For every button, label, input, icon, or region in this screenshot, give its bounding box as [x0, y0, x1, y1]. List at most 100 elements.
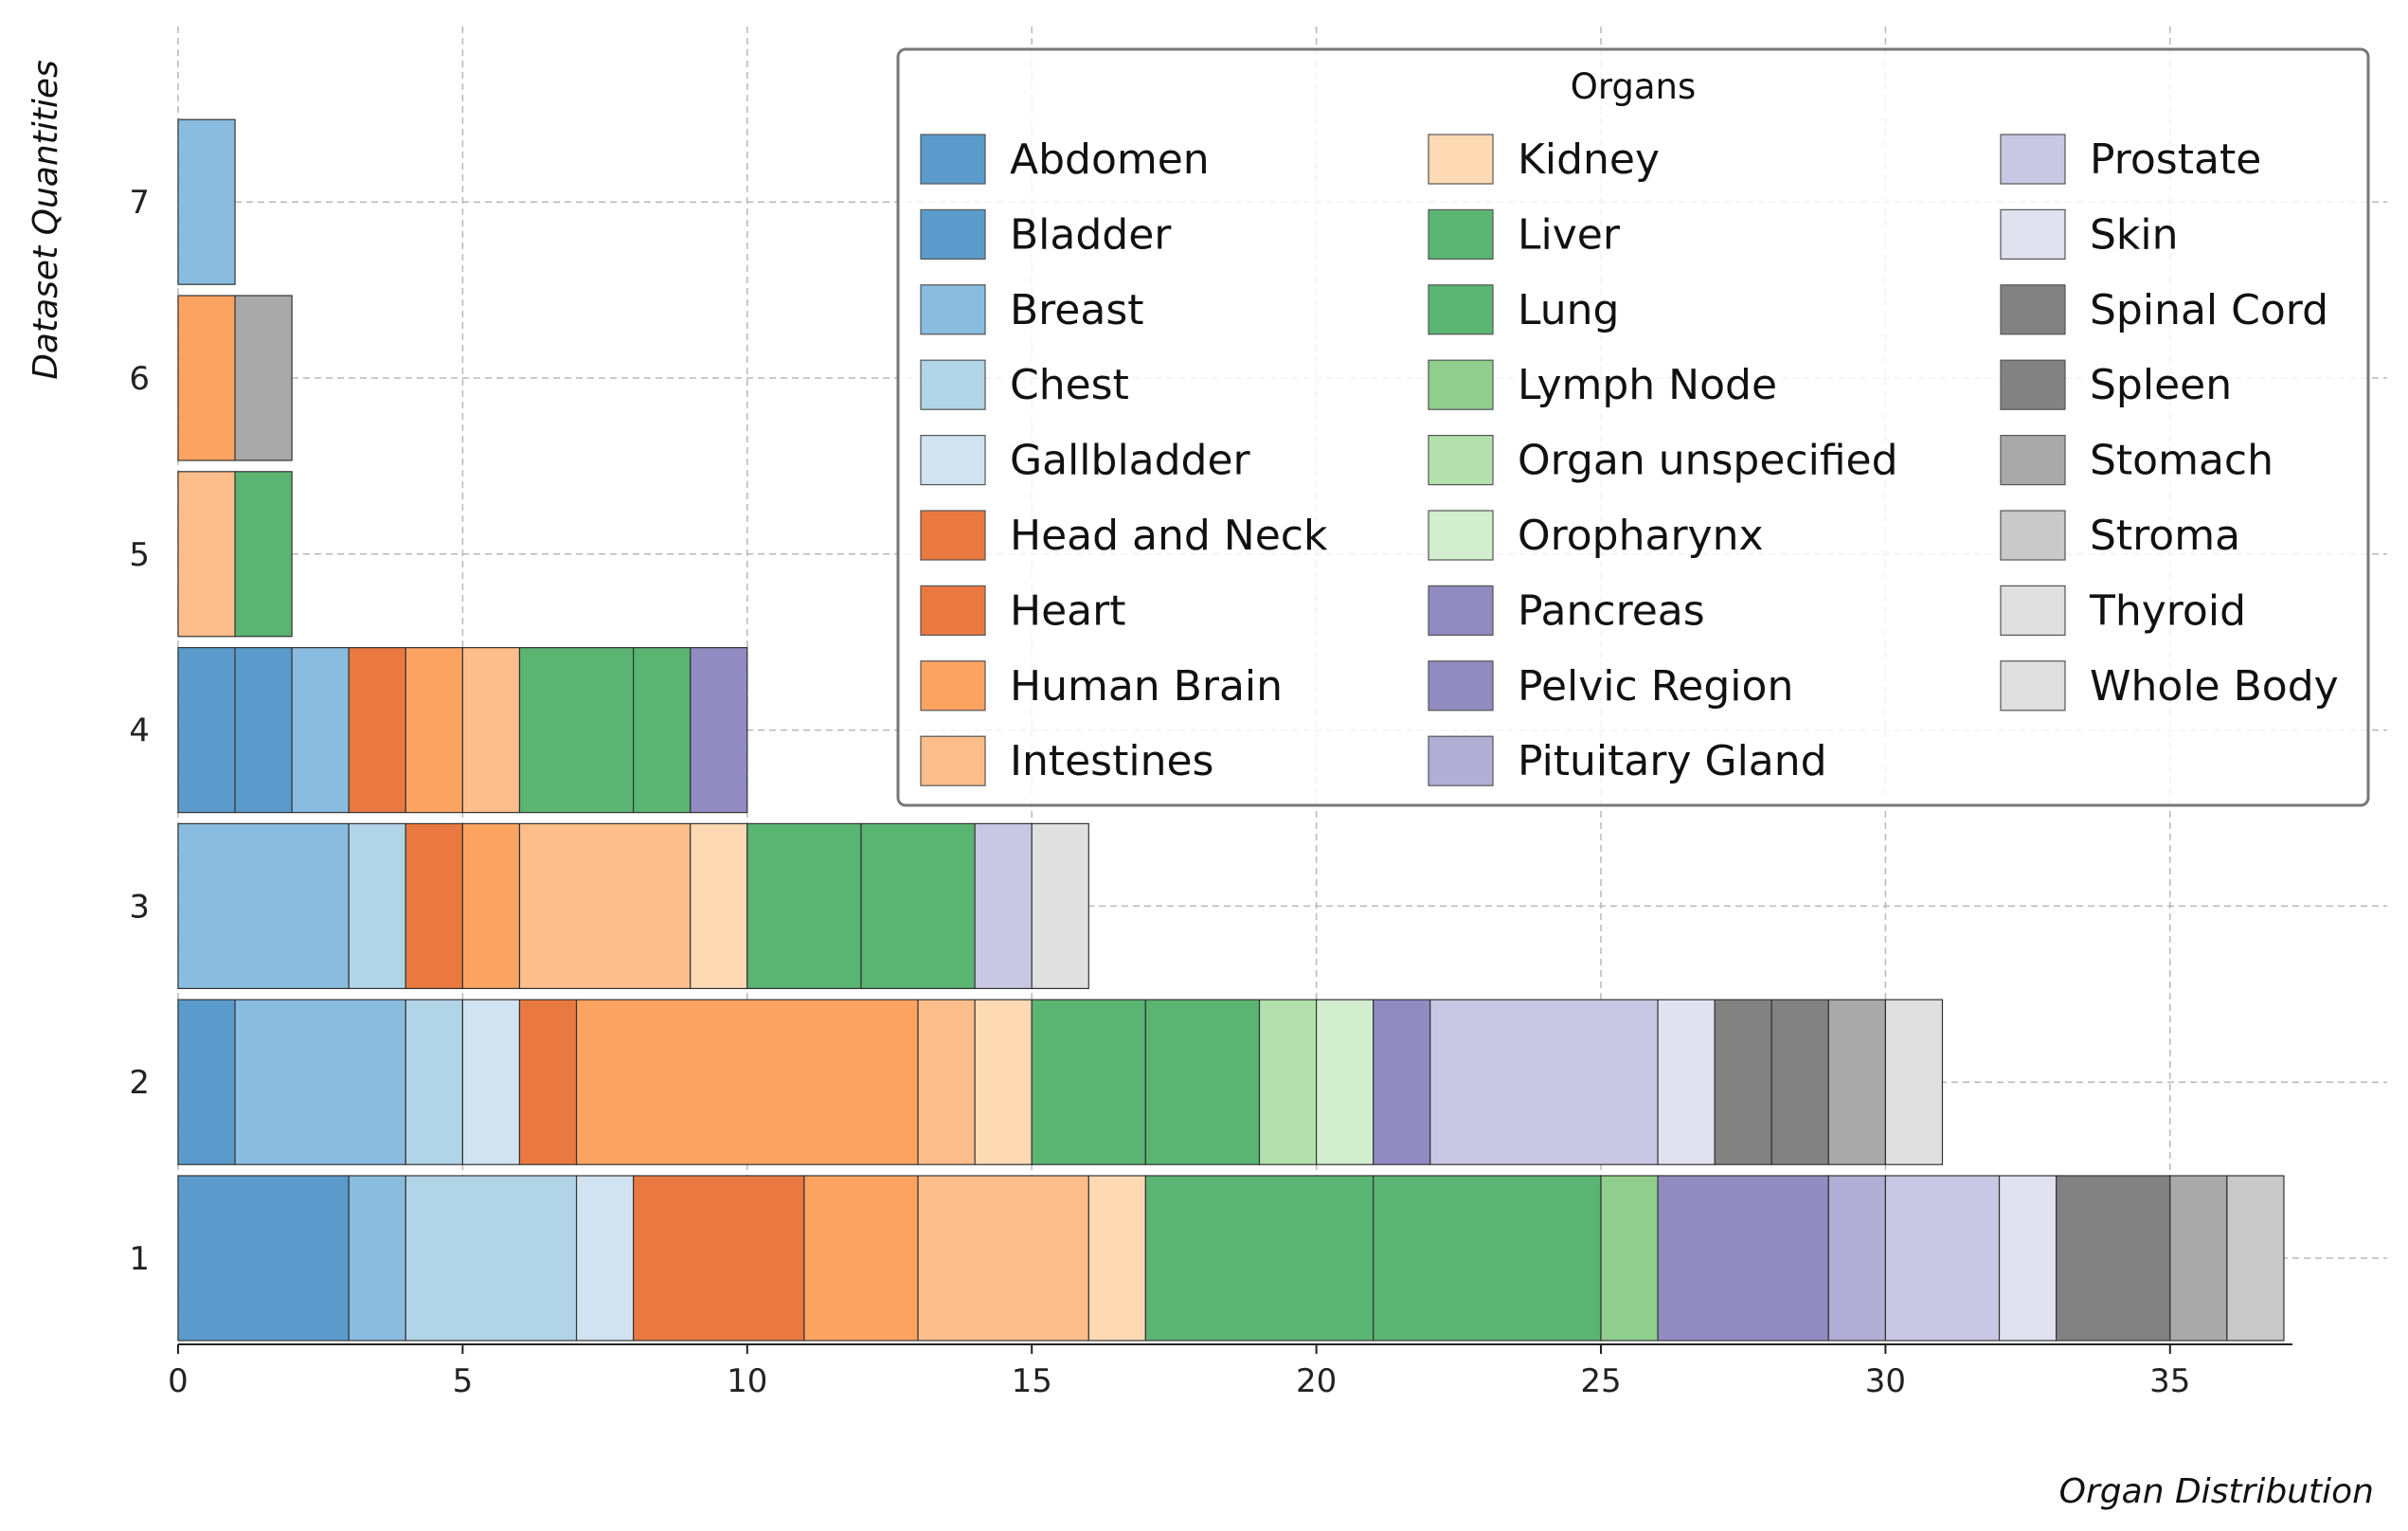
legend-swatch-organ-unspecified [1428, 435, 1494, 486]
bar-segment-breast [348, 1175, 406, 1342]
bar-segment-liver [1144, 1175, 1375, 1342]
bar-segment-lung [1144, 999, 1261, 1165]
x-tick-label: 5 [453, 1362, 474, 1400]
bar-segment-human-brain [177, 295, 236, 461]
bar-segment-whole-body [1884, 999, 1944, 1165]
legend-label-lymph-node: Lymph Node [1518, 361, 1777, 409]
legend-label-gallbladder: Gallbladder [1010, 437, 1251, 485]
bar-segment-human-brain [461, 822, 521, 990]
bar-segment-thyroid [1031, 822, 1089, 990]
legend-label-intestines: Intestines [1010, 737, 1213, 785]
bar-segment-breast [177, 118, 236, 285]
x-tick-label: 25 [1580, 1362, 1621, 1400]
bar-segment-lung [1373, 1175, 1602, 1342]
bar-segment-stomach [234, 295, 293, 461]
legend-label-head-and-neck: Head and Neck [1010, 512, 1328, 560]
bar-segment-spleen [1770, 999, 1829, 1165]
bar-segment-chest [404, 999, 464, 1165]
y-tick-label: 2 [129, 1064, 150, 1102]
bar-segment-breast [291, 646, 350, 814]
bar-segment-skin [1657, 999, 1716, 1165]
legend-label-spleen: Spleen [2090, 361, 2232, 409]
legend-swatch-oropharynx [1428, 510, 1494, 561]
legend-label-pelvic-region: Pelvic Region [1518, 662, 1793, 711]
legend-swatch-head-and-neck [920, 510, 986, 561]
legend-swatch-skin [2000, 208, 2066, 260]
legend-label-thyroid: Thyroid [2089, 586, 2246, 635]
legend-label-human-brain: Human Brain [1010, 662, 1283, 711]
bar-segment-kidney [1087, 1175, 1146, 1342]
bar-segment-kidney [690, 822, 748, 990]
bar-segment-prostate [1884, 1175, 2001, 1342]
bar-segment-pituitary-gland [1827, 1175, 1886, 1342]
legend-swatch-thyroid [2000, 585, 2066, 637]
y-tick-label: 7 [129, 184, 150, 222]
bar-segment-spinal-cord [1714, 999, 1772, 1165]
bar-segment-heart [404, 822, 464, 990]
legend-label-stroma: Stroma [2090, 512, 2240, 560]
legend-label-heart: Heart [1010, 586, 1125, 635]
y-tick-label: 3 [129, 888, 150, 926]
legend-swatch-intestines [920, 735, 986, 786]
bar-segment-chest [404, 1175, 578, 1342]
legend-label-abdomen: Abdomen [1010, 135, 1210, 184]
legend-swatch-lung [1428, 284, 1494, 335]
legend-label-spinal-cord: Spinal Cord [2090, 286, 2328, 334]
y-tick-label: 5 [129, 536, 150, 574]
bar-segment-bladder [234, 646, 293, 814]
legend-swatch-gallbladder [920, 435, 986, 486]
legend-swatch-chest [920, 359, 986, 410]
legend-swatch-liver [1428, 208, 1494, 260]
legend-label-breast: Breast [1010, 286, 1144, 334]
bar-segment-skin [1998, 1175, 2058, 1342]
legend-title: Organs [1571, 66, 1697, 107]
x-ticks: 0 5 10 15 20 25 30 35 [168, 1344, 2190, 1400]
bar-segment-head-and-neck [348, 646, 406, 814]
legend-label-stomach: Stomach [2090, 437, 2273, 485]
legend-label-prostate: Prostate [2090, 135, 2261, 184]
bar-segment-lymph-node [1600, 1175, 1659, 1342]
bar-segment-intestines [177, 471, 236, 638]
legend: Organs Abdomen Bladder Breast Chest Gallblad… [896, 47, 2370, 807]
bar-segment-stomach [1827, 999, 1886, 1165]
bar-segment-oropharynx [1315, 999, 1375, 1165]
legend-label-chest: Chest [1010, 361, 1129, 409]
legend-label-pituitary-gland: Pituitary Gland [1518, 737, 1827, 785]
legend-label-pancreas: Pancreas [1518, 586, 1705, 635]
y-axis-label: Dataset Quantities [27, 60, 65, 380]
bars [177, 118, 2285, 1342]
bar-segment-human-brain [404, 646, 464, 814]
bar-segment-human-brain [575, 999, 919, 1165]
y-ticks: 1 2 3 4 5 6 7 [129, 184, 150, 1278]
y-tick-label: 6 [129, 360, 150, 398]
legend-swatch-kidney [1428, 134, 1494, 185]
legend-items: Abdomen Bladder Breast Chest Gallbladder Head… [920, 134, 2339, 786]
legend-swatch-breast [920, 284, 986, 335]
y-tick-label: 1 [129, 1240, 150, 1278]
x-tick-label: 15 [1012, 1362, 1052, 1400]
bar-segment-gallbladder [461, 999, 521, 1165]
bar-segment-lung [860, 822, 976, 990]
legend-label-skin: Skin [2090, 210, 2179, 259]
bar-segment-stomach [2169, 1175, 2228, 1342]
legend-swatch-stroma [2000, 510, 2066, 561]
legend-label-lung: Lung [1518, 286, 1619, 334]
legend-label-organ-unspecified: Organ unspecified [1518, 437, 1898, 485]
legend-swatch-bladder [920, 208, 986, 260]
bar-segment-abdomen [177, 646, 236, 814]
legend-swatch-spleen [2000, 359, 2066, 410]
legend-swatch-human-brain [920, 660, 986, 711]
legend-swatch-spinal-cord [2000, 284, 2066, 335]
bar-segment-spinal-cord [2056, 1175, 2171, 1342]
legend-swatch-pituitary-gland [1428, 735, 1494, 786]
bar-segment-breast [177, 822, 350, 990]
bar-segment-lung [633, 646, 692, 814]
bar-segment-prostate [1429, 999, 1659, 1165]
legend-swatch-stomach [2000, 435, 2066, 486]
legend-swatch-prostate [2000, 134, 2066, 185]
legend-swatch-abdomen [920, 134, 986, 185]
bar-segment-breast [234, 999, 406, 1165]
bar-segment-abdomen [177, 1175, 350, 1342]
y-tick-label: 4 [129, 712, 150, 750]
bar-segment-intestines [917, 1175, 1089, 1342]
